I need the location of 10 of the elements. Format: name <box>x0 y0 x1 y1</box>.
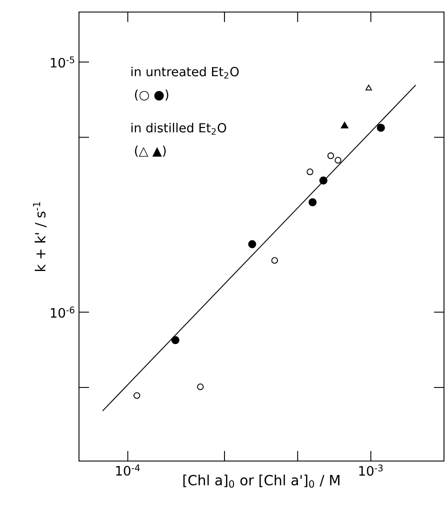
y-tick-label: 10$^{-5}$ <box>50 56 74 68</box>
annotation: in distilled Et$_{2}$O <box>131 122 226 135</box>
annotation: (△ ▲) <box>134 146 166 157</box>
x-axis-title: [Chl a]$_{0}$ or [Chl a']$_{0}$ / M <box>183 474 340 488</box>
annotation: (○ ●) <box>134 90 168 101</box>
x-tick-label: 10$^{-4}$ <box>116 464 140 476</box>
y-axis-title: k + k' / s$^{-1}$ <box>32 202 47 272</box>
y-tick-label: 10$^{-6}$ <box>50 306 74 318</box>
x-tick-label: 10$^{-3}$ <box>359 464 383 476</box>
annotation: in untreated Et$_{2}$O <box>131 66 239 79</box>
